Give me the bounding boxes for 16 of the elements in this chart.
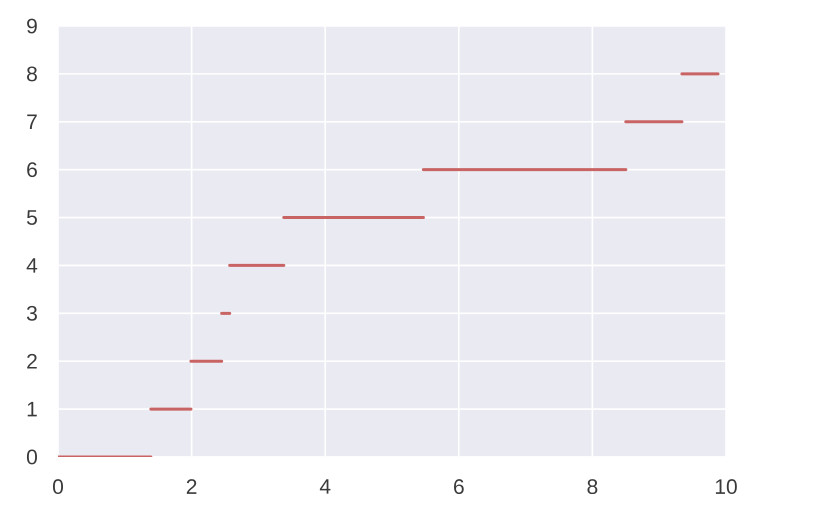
y-tick-label: 2 (27, 354, 37, 369)
x-tick-label: 6 (454, 479, 464, 494)
x-tick-label: 2 (186, 479, 196, 494)
y-tick-label: 0 (26, 450, 37, 464)
y-tick-label: 7 (27, 114, 37, 129)
y-tick-label: 6 (27, 162, 37, 178)
y-tick-label: 4 (26, 258, 38, 273)
x-tick-label: 8 (587, 479, 598, 494)
x-tick-label: 10 (716, 479, 737, 494)
x-tick-label: 0 (52, 479, 64, 494)
y-tick-label: 3 (26, 306, 37, 321)
y-tick-label: 5 (26, 210, 37, 225)
x-tick-label: 4 (320, 479, 330, 494)
y-tick-label: 8 (27, 66, 37, 82)
y-tick-label: 9 (27, 18, 37, 34)
y-tick-label: 1 (28, 402, 37, 416)
